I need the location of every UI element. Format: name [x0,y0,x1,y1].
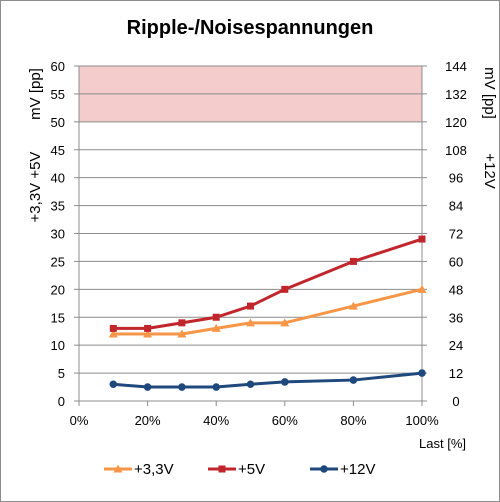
right-tick-label: 48 [449,282,463,297]
series-line-12v [113,371,423,389]
right-tick-label: 12 [449,366,463,381]
x-tick-label: 20% [135,413,161,428]
right-tick-label: 96 [449,171,463,186]
x-tick-label: 40% [203,413,229,428]
left-tick-label: 60 [51,59,65,74]
data-point-5v [109,324,117,332]
right-tick-label: 144 [445,59,467,74]
data-point-12v [349,376,358,384]
left-axis-label: +3,3V +5V [27,152,44,223]
series-line-5v [113,237,423,330]
data-point-12v [281,378,289,386]
data-point-12v [143,383,152,391]
legend-label-33v: +3,3V [134,461,174,478]
right-tick-label: 120 [445,115,467,130]
data-point-33v [177,329,187,338]
right-axis-unit-label: mV [pp] [481,67,498,119]
data-point-12v [418,369,426,377]
left-axis-unit-label: mV [pp] [27,68,44,120]
right-axis-label: +12V [481,153,498,188]
data-point-5v [349,257,357,265]
right-tick-label: 0 [452,394,459,409]
data-point-5v [144,324,152,332]
data-point-33v [280,318,290,327]
series-line-33v [113,287,423,336]
data-point-5v [178,319,186,327]
data-point-33v [417,284,427,293]
left-tick-label: 45 [51,143,65,158]
x-axis-title: Last [%] [419,436,466,451]
legend-marker-33v [113,464,123,473]
data-point-12v [178,383,186,391]
left-tick-label: 35 [51,199,65,214]
left-tick-label: 0 [58,394,65,409]
left-tick-label: 50 [51,115,65,130]
right-tick-label: 72 [449,227,463,242]
data-point-5v [247,302,254,310]
left-tick-label: 30 [51,227,65,242]
left-tick-label: 25 [51,254,65,269]
x-tick-label: 0% [70,413,89,428]
legend-label-12v: +12V [340,461,375,478]
data-point-12v [109,380,118,389]
right-tick-label: 60 [449,254,463,269]
right-tick-label: 132 [445,87,467,102]
data-point-33v [246,318,255,327]
right-tick-label: 108 [445,143,467,158]
data-point-33v [108,329,118,338]
x-tick-label: 100% [405,413,439,428]
data-point-12v [246,380,255,389]
data-point-33v [211,323,221,332]
left-tick-label: 10 [51,338,65,353]
data-point-33v [348,301,358,310]
data-point-5v [418,235,426,243]
left-tick-label: 55 [51,87,65,102]
right-tick-label: 84 [449,199,463,214]
x-tick-label: 60% [272,413,298,428]
data-point-33v [143,329,153,338]
data-point-12v [212,383,220,391]
left-tick-label: 5 [58,366,65,381]
right-tick-label: 36 [449,310,463,325]
x-tick-label: 80% [340,413,366,428]
right-tick-label: 24 [449,338,463,353]
data-point-5v [212,313,220,321]
data-point-5v [281,285,289,293]
left-tick-label: 20 [51,282,65,297]
legend: +3,3V +5V +12V [104,461,375,478]
left-tick-label: 40 [51,171,65,186]
legend-label-5v: +5V [238,461,265,478]
left-tick-label: 15 [51,310,65,325]
legend-marker-5v [218,465,226,473]
chart-title: Ripple-/Noisespannungen [127,17,374,39]
legend-marker-12v [320,465,328,473]
